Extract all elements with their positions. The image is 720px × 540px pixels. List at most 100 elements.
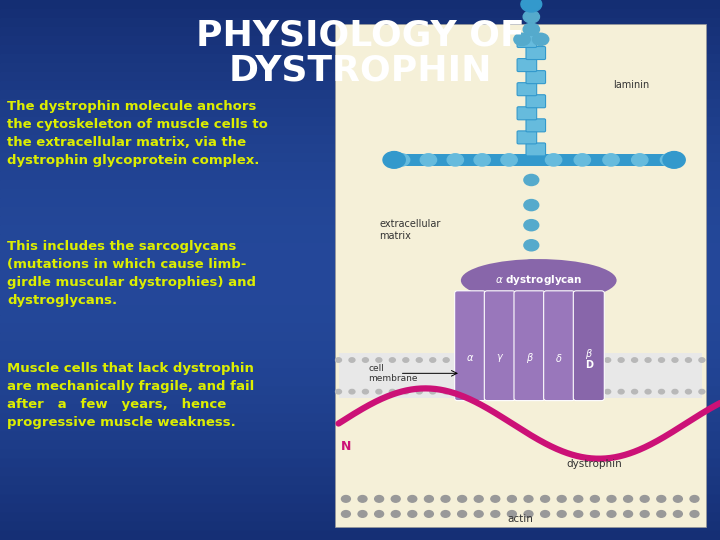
Circle shape — [532, 33, 549, 45]
Circle shape — [673, 511, 683, 517]
Circle shape — [564, 389, 570, 394]
Circle shape — [659, 358, 665, 362]
Text: $\beta$: $\beta$ — [526, 352, 534, 366]
Circle shape — [524, 389, 530, 394]
Circle shape — [524, 174, 539, 186]
Circle shape — [574, 154, 590, 166]
Circle shape — [523, 11, 539, 23]
Bar — [0, 450, 720, 459]
FancyBboxPatch shape — [526, 46, 546, 59]
FancyBboxPatch shape — [517, 107, 536, 120]
Circle shape — [524, 220, 539, 231]
Bar — [338, 353, 702, 399]
Circle shape — [376, 358, 382, 362]
Bar — [0, 171, 720, 180]
Circle shape — [391, 496, 400, 502]
Bar — [0, 234, 720, 243]
Ellipse shape — [461, 259, 616, 302]
Circle shape — [491, 511, 500, 517]
Circle shape — [390, 389, 395, 394]
Bar — [0, 216, 720, 225]
Circle shape — [546, 154, 562, 166]
Circle shape — [474, 154, 490, 166]
FancyBboxPatch shape — [517, 58, 536, 72]
Bar — [0, 162, 720, 171]
Circle shape — [591, 358, 597, 362]
Bar — [0, 477, 720, 486]
Bar — [0, 36, 720, 45]
Circle shape — [501, 154, 517, 166]
Bar — [0, 324, 720, 333]
Circle shape — [521, 0, 541, 12]
Circle shape — [420, 154, 436, 166]
Bar — [0, 108, 720, 117]
Circle shape — [362, 389, 369, 394]
FancyBboxPatch shape — [517, 35, 536, 48]
Circle shape — [524, 260, 539, 271]
Circle shape — [491, 496, 500, 502]
Bar — [0, 396, 720, 405]
Bar — [0, 441, 720, 450]
Bar — [0, 180, 720, 189]
Circle shape — [402, 389, 409, 394]
Bar — [0, 531, 720, 540]
Circle shape — [441, 496, 450, 502]
Bar — [0, 54, 720, 63]
FancyBboxPatch shape — [526, 143, 546, 156]
Circle shape — [390, 358, 395, 362]
Circle shape — [341, 496, 351, 502]
Circle shape — [474, 496, 483, 502]
FancyBboxPatch shape — [485, 291, 516, 401]
Text: DYSTROPHIN: DYSTROPHIN — [228, 53, 492, 87]
Circle shape — [541, 496, 549, 502]
Circle shape — [574, 511, 582, 517]
Circle shape — [458, 496, 467, 502]
Circle shape — [631, 358, 638, 362]
Circle shape — [508, 496, 516, 502]
FancyBboxPatch shape — [526, 119, 546, 132]
Circle shape — [551, 389, 557, 394]
Circle shape — [672, 389, 678, 394]
FancyBboxPatch shape — [544, 291, 575, 401]
FancyBboxPatch shape — [517, 83, 536, 96]
Circle shape — [590, 496, 599, 502]
Circle shape — [685, 358, 691, 362]
Circle shape — [624, 511, 633, 517]
Bar — [0, 90, 720, 99]
Circle shape — [690, 511, 699, 517]
Text: $\alpha$ dystroglycan: $\alpha$ dystroglycan — [495, 273, 582, 287]
Circle shape — [362, 358, 369, 362]
Circle shape — [408, 496, 417, 502]
Circle shape — [574, 496, 582, 502]
Circle shape — [524, 240, 539, 251]
Bar — [0, 45, 720, 54]
Circle shape — [673, 496, 683, 502]
Circle shape — [358, 496, 367, 502]
Circle shape — [564, 358, 570, 362]
Circle shape — [416, 358, 422, 362]
Bar — [0, 297, 720, 306]
FancyBboxPatch shape — [573, 291, 604, 401]
Circle shape — [645, 358, 651, 362]
Circle shape — [383, 152, 405, 168]
Bar — [0, 342, 720, 351]
Text: This includes the sarcoglycans
(mutations in which cause limb-
girdle muscular d: This includes the sarcoglycans (mutation… — [7, 240, 256, 307]
Bar — [0, 81, 720, 90]
Circle shape — [358, 511, 367, 517]
Circle shape — [497, 389, 503, 394]
Circle shape — [537, 358, 544, 362]
Bar — [0, 144, 720, 153]
Bar — [402, 154, 668, 166]
Circle shape — [458, 511, 467, 517]
Circle shape — [524, 496, 533, 502]
Bar — [0, 369, 720, 378]
Circle shape — [514, 33, 530, 45]
Circle shape — [640, 496, 649, 502]
Circle shape — [577, 389, 584, 394]
Circle shape — [551, 358, 557, 362]
Circle shape — [657, 496, 666, 502]
Circle shape — [349, 358, 355, 362]
Circle shape — [374, 496, 384, 502]
Circle shape — [618, 358, 624, 362]
Circle shape — [557, 496, 566, 502]
